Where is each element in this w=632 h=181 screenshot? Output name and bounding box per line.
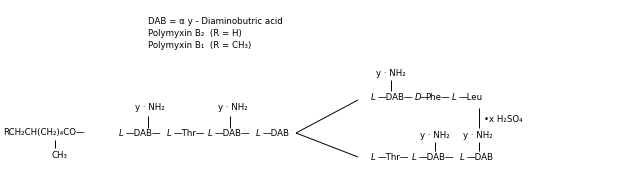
Text: L: L: [412, 153, 416, 163]
Text: RCH₂CH(CH₂)₄CO—: RCH₂CH(CH₂)₄CO—: [3, 129, 85, 138]
Text: L: L: [460, 153, 465, 163]
Text: L: L: [208, 129, 213, 138]
Text: DAB = α y - Diaminobutric acid: DAB = α y - Diaminobutric acid: [148, 18, 283, 26]
Text: y · NH₂: y · NH₂: [135, 104, 165, 113]
Text: —DAB: —DAB: [467, 153, 494, 163]
Text: —Thr—: —Thr—: [174, 129, 205, 138]
Text: •x H₂SO₄: •x H₂SO₄: [484, 115, 523, 125]
Text: y · NH₂: y · NH₂: [463, 131, 493, 140]
Text: L: L: [371, 153, 376, 163]
Text: D—: D—: [415, 94, 430, 102]
Text: L: L: [119, 129, 124, 138]
Text: —DAB—: —DAB—: [126, 129, 162, 138]
Text: Phe—: Phe—: [425, 94, 449, 102]
Text: —DAB—: —DAB—: [378, 94, 413, 102]
Text: Polymyxin B₁  (R = CH₃): Polymyxin B₁ (R = CH₃): [148, 41, 252, 50]
Text: y · NH₂: y · NH₂: [376, 68, 406, 77]
Text: L: L: [167, 129, 172, 138]
Text: L: L: [371, 94, 376, 102]
Text: —DAB—: —DAB—: [215, 129, 251, 138]
Text: Polymyxin B₂  (R = H): Polymyxin B₂ (R = H): [148, 30, 242, 39]
Text: —Thr—: —Thr—: [378, 153, 410, 163]
Text: L: L: [452, 94, 457, 102]
Text: L: L: [256, 129, 261, 138]
Text: y · NH₂: y · NH₂: [420, 131, 450, 140]
Text: y · NH₂: y · NH₂: [218, 104, 248, 113]
Text: —DAB: —DAB: [263, 129, 290, 138]
Text: —Leu: —Leu: [459, 94, 483, 102]
Text: —DAB—: —DAB—: [419, 153, 454, 163]
Text: CH₃: CH₃: [52, 150, 68, 159]
